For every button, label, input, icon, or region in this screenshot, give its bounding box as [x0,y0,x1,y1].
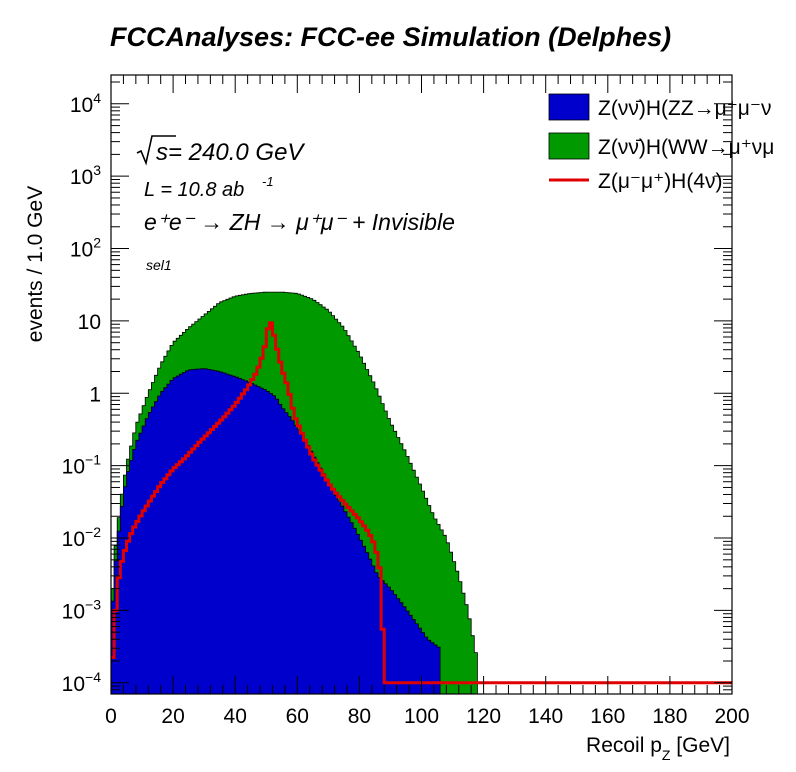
process-annotation: e⁺e⁻ → ZH → μ⁺μ⁻ + Invisible [144,209,455,235]
x-axis-title-sub: Z [662,747,671,763]
ticks-layer: 0 20 40 60 80 100 120 140 160 180 20010−410−310−21… [62,75,750,728]
y-tick-base: 10 [70,239,93,262]
legend-label: Z(νν̄)H(WW→μ⁺νμ [598,136,774,159]
x-tick-label: 120 [466,705,501,728]
y-tick-base: 10 [62,456,85,479]
x-axis-title-unit: [GeV] [670,734,730,757]
y-tick-label: 1 [89,383,101,406]
y-tick-label: 10 [78,311,101,334]
x-tick-label: 200 [714,705,749,728]
y-tick-exponent: −4 [85,669,101,685]
x-tick-label: 20 [161,705,184,728]
x-tick-label: 140 [528,705,563,728]
x-tick-label: 180 [652,705,687,728]
y-tick-label: 104 [70,90,101,117]
sqrt-symbol [136,135,176,166]
sqrt-s-annotation: s = 240.0 GeV [136,135,305,166]
y-tick-label: 10−3 [62,596,102,623]
legend-swatch [548,132,590,160]
y-tick-exponent: −1 [85,452,101,468]
lumi-text: L = 10.8 ab [144,179,244,201]
series-4nu-line [111,321,732,685]
y-tick-label: 10−2 [62,524,102,551]
x-tick-label: 100 [404,705,439,728]
x-tick-label: 0 [105,705,117,728]
y-tick-label: 10−1 [62,452,102,479]
lumi-exponent: -1 [262,174,274,189]
y-tick-base: 10 [62,600,85,623]
y-tick-exponent: 4 [93,90,101,106]
x-tick-label: 80 [348,705,371,728]
series-layer [110,291,732,695]
legend-swatch [548,93,590,121]
lumi-annotation: L = 10.8 ab -1 [144,174,274,201]
x-tick-label: 60 [286,705,309,728]
y-tick-exponent: −2 [85,524,101,540]
y-tick-exponent: 2 [93,235,101,251]
legend-label: Z(μ⁻μ⁺)H(4ν) [598,170,723,193]
y-tick-base: 10 [70,94,93,117]
x-tick-label: 40 [224,705,247,728]
legend: Z(νν̄)H(ZZ→μ⁺μ⁻ν Z(νν̄)H(WW→μ⁺νμ Z(μ⁻μ⁺)H(… [548,93,774,193]
sqrt-s-value: = 240.0 GeV [168,139,305,166]
y-tick-label: 10−4 [62,669,102,696]
y-tick-label: 103 [70,162,101,189]
y-axis-title: events / 1.0 GeV [24,186,47,342]
y-tick-base: 10 [62,528,85,551]
x-tick-label: 160 [590,705,625,728]
y-tick-base: 10 [62,673,85,696]
x-axis-title: Recoil pZ [GeV] [586,734,730,763]
sqrt-s-variable: s [156,139,168,166]
chart-title: FCCAnalyses: FCC-ee Simulation (Delphes) [110,22,671,52]
selection-annotation: sel1 [146,257,172,273]
y-tick-base: 10 [70,166,93,189]
legend-label: Z(νν̄)H(ZZ→μ⁺μ⁻ν [598,97,772,120]
y-tick-exponent: −3 [85,596,101,612]
x-axis-title-main: Recoil p [586,734,662,757]
y-tick-exponent: 3 [93,162,101,178]
y-tick-label: 102 [70,235,101,262]
